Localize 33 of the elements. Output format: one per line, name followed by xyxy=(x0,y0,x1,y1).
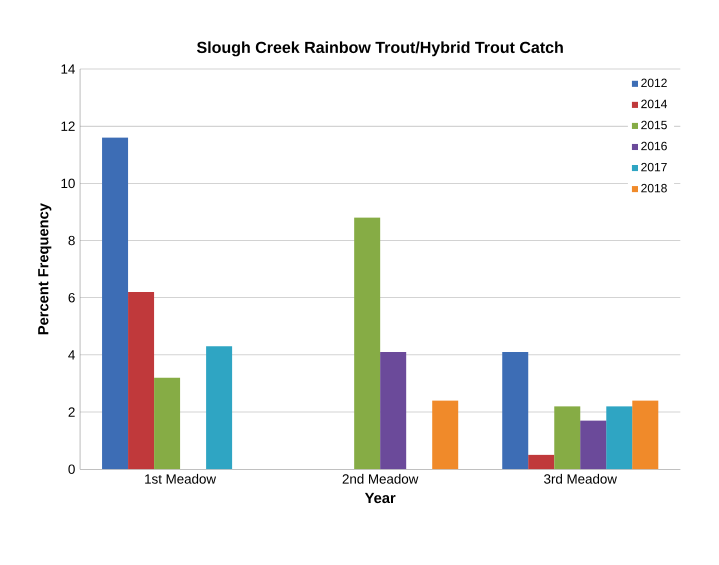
legend-label: 2015 xyxy=(641,120,667,130)
bar xyxy=(632,400,658,470)
bar xyxy=(380,352,406,470)
bar xyxy=(154,378,180,470)
legend-label: 2012 xyxy=(641,78,667,88)
x-tick-label: 3rd Meadow xyxy=(544,474,617,484)
y-tick-label: 2 xyxy=(68,407,75,417)
chart-title: Slough Creek Rainbow Trout/Hybrid Trout Catch xyxy=(196,41,563,56)
bar xyxy=(354,218,380,470)
y-tick-label: 6 xyxy=(68,292,75,302)
bar xyxy=(554,406,580,470)
y-tick-label: 4 xyxy=(68,350,75,360)
bar xyxy=(102,138,128,470)
bar xyxy=(528,454,554,470)
x-tick-label: 2nd Meadow xyxy=(342,474,418,484)
bar xyxy=(206,346,232,470)
y-tick-label: 14 xyxy=(62,64,75,74)
legend-label: 2017 xyxy=(641,162,667,172)
bar xyxy=(502,352,528,470)
bar xyxy=(606,406,632,470)
legend-label: 2018 xyxy=(641,184,667,192)
y-axis-title: Percent Frequency xyxy=(38,203,52,334)
x-tick-label: 1st Meadow xyxy=(145,474,216,484)
legend-label: 2014 xyxy=(641,100,668,108)
y-tick-label: 12 xyxy=(62,121,75,131)
y-tick-label: 0 xyxy=(68,464,75,474)
bar xyxy=(128,292,154,470)
x-axis-title: Year xyxy=(364,492,396,503)
y-tick-label: 8 xyxy=(68,236,75,246)
bar xyxy=(432,400,458,470)
y-tick-label: 10 xyxy=(62,178,75,188)
legend-label: 2016 xyxy=(641,142,667,150)
bar xyxy=(580,420,606,470)
